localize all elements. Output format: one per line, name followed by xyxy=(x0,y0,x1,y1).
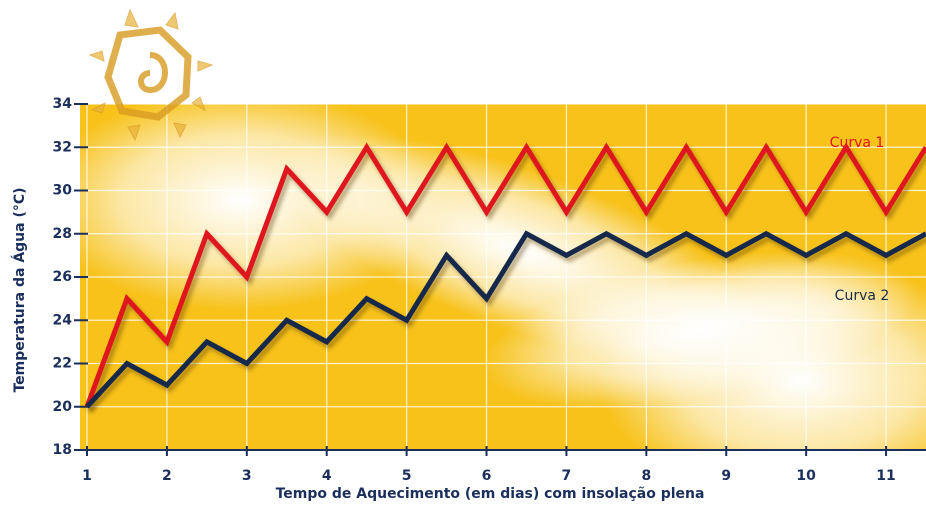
y-tick-label: 18 xyxy=(53,442,72,458)
x-tick-label: 9 xyxy=(721,468,731,484)
y-tick-label: 32 xyxy=(53,139,72,155)
data-line xyxy=(85,230,926,409)
y-tick-label: 24 xyxy=(53,312,73,328)
x-tick-label: 6 xyxy=(482,468,492,484)
x-tick-label: 4 xyxy=(322,468,332,484)
y-tick-label: 22 xyxy=(53,356,72,372)
y-tick-label: 34 xyxy=(53,96,73,112)
y-axis-title: Temperatura da Água (°C) xyxy=(11,187,28,392)
y-tick-label: 30 xyxy=(53,183,73,199)
x-tick-label: 11 xyxy=(876,468,895,484)
x-tick-label: 1 xyxy=(82,468,92,484)
sun-icon xyxy=(88,8,214,142)
x-tick-label: 10 xyxy=(796,468,816,484)
grid xyxy=(80,103,926,451)
y-tick-label: 20 xyxy=(53,399,73,415)
x-tick-label: 5 xyxy=(402,468,412,484)
series-label: Curva 1 xyxy=(830,135,885,151)
x-tick-label: 3 xyxy=(242,468,252,484)
x-tick-label: 2 xyxy=(162,468,172,484)
y-tick-label: 26 xyxy=(53,269,72,285)
y-tick-label: 28 xyxy=(53,226,72,242)
x-axis-title: Tempo de Aquecimento (em dias) com insol… xyxy=(276,486,705,502)
data-line xyxy=(84,142,926,408)
x-tick-label: 8 xyxy=(641,468,651,484)
x-tick-label: 7 xyxy=(562,468,572,484)
series-label: Curva 2 xyxy=(835,288,890,304)
